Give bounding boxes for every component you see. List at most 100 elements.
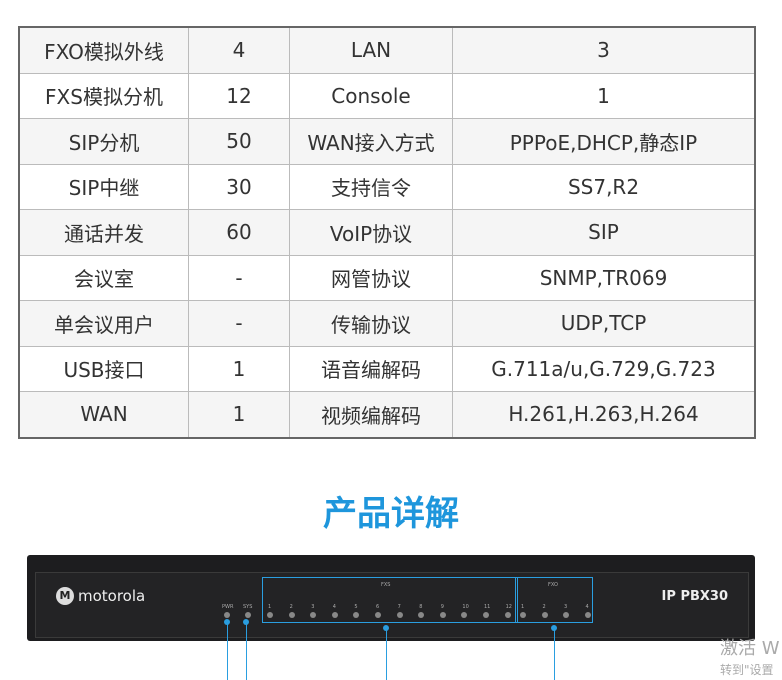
port-led	[418, 612, 425, 618]
table-cell: 1	[188, 391, 290, 438]
table-cell: 3	[452, 26, 756, 74]
table-cell: 1	[452, 72, 756, 119]
port-label: 11	[484, 604, 491, 610]
port-label: 9	[440, 604, 444, 610]
fxs-label: FXS	[381, 582, 391, 588]
port-led	[520, 612, 526, 618]
port-led	[504, 612, 511, 618]
port-led	[439, 612, 446, 618]
port-led	[461, 612, 468, 618]
watermark-line1: 激活 W	[720, 638, 780, 659]
table-row: FXO模拟外线 4 LAN 3	[18, 26, 756, 74]
port-led	[396, 612, 403, 618]
port-label: 3	[311, 604, 315, 610]
table-row: 通话并发 60 VoIP协议 SIP	[18, 209, 756, 256]
watermark-line2: 转到"设置	[720, 663, 774, 677]
port-label: 12	[505, 604, 512, 610]
port-label: 6	[376, 604, 380, 610]
table-cell: 传输协议	[289, 300, 453, 347]
table-cell: 单会议用户	[18, 300, 189, 347]
table-cell: LAN	[289, 26, 453, 74]
callout-dot	[224, 619, 230, 625]
port-label: 1	[268, 604, 272, 610]
port-label: 3	[564, 604, 568, 610]
sys-led	[245, 612, 251, 618]
port-label: 4	[332, 604, 336, 610]
table-cell: WAN	[18, 391, 189, 438]
sys-label: SYS	[243, 604, 253, 610]
pwr-label: PWR	[222, 604, 234, 610]
table-cell: G.711a/u,G.729,G.723	[452, 345, 756, 392]
port-label: 2	[289, 604, 293, 610]
table-cell: 视频编解码	[289, 391, 453, 438]
table-cell: Console	[289, 72, 453, 119]
brand-text: motorola	[78, 587, 146, 605]
table-cell: 12	[188, 72, 290, 119]
table-row: 单会议用户 - 传输协议 UDP,TCP	[18, 300, 756, 347]
model-label: IP PBX30	[661, 589, 728, 604]
table-row: SIP分机 50 WAN接入方式 PPPoE,DHCP,静态IP	[18, 118, 756, 165]
callout-line	[246, 622, 247, 680]
port-label: 8	[419, 604, 423, 610]
port-led	[331, 612, 338, 618]
section-title: 产品详解	[323, 494, 459, 534]
port-label: 5	[354, 604, 358, 610]
table-cell: 通话并发	[18, 209, 189, 256]
motorola-logo-icon: M	[56, 587, 74, 605]
fxo-label: FXO	[548, 582, 558, 588]
port-label: 4	[585, 604, 589, 610]
port-led	[483, 612, 489, 618]
callout-line	[554, 628, 555, 680]
callout-dot	[243, 619, 249, 625]
table-cell: 30	[188, 163, 290, 210]
port-label: 2	[542, 604, 546, 610]
port-led	[267, 612, 273, 618]
table-cell: FXO模拟外线	[18, 26, 189, 74]
table-cell: SIP分机	[18, 118, 189, 165]
table-cell: 会议室	[18, 254, 189, 301]
callout-line	[227, 622, 228, 680]
table-cell: SS7,R2	[452, 163, 756, 210]
fxs-box: FXS 1 2 3 4 5 6 7 8 9 10 11 12	[262, 577, 518, 623]
fxo-box: FXO 1 2 3 4	[515, 577, 593, 623]
table-cell: VoIP协议	[289, 209, 453, 256]
table-row: FXS模拟分机 12 Console 1	[18, 72, 756, 119]
callout-dot	[551, 625, 557, 631]
table-cell: H.261,H.263,H.264	[452, 391, 756, 438]
port-led	[310, 612, 317, 618]
port-label: 7	[397, 604, 401, 610]
pwr-led	[224, 612, 230, 618]
table-cell: 50	[188, 118, 290, 165]
port-led	[584, 612, 591, 618]
port-label: 1	[521, 604, 525, 610]
table-row: WAN 1 视频编解码 H.261,H.263,H.264	[18, 391, 756, 438]
table-row: SIP中继 30 支持信令 SS7,R2	[18, 163, 756, 210]
table-cell: 1	[188, 345, 290, 392]
table-cell: 60	[188, 209, 290, 256]
table-cell: 支持信令	[289, 163, 453, 210]
table-row: USB接口 1 语音编解码 G.711a/u,G.729,G.723	[18, 345, 756, 392]
port-led	[375, 612, 381, 618]
port-led	[541, 612, 548, 618]
callout-dot	[383, 625, 389, 631]
table-cell: SIP	[452, 209, 756, 256]
table-cell: SNMP,TR069	[452, 254, 756, 301]
table-cell: -	[188, 300, 290, 347]
table-cell: FXS模拟分机	[18, 72, 189, 119]
port-led	[353, 612, 360, 618]
table-cell: 语音编解码	[289, 345, 453, 392]
port-led	[563, 612, 569, 618]
port-label: 10	[462, 604, 469, 610]
table-cell: SIP中继	[18, 163, 189, 210]
table-cell: PPPoE,DHCP,静态IP	[452, 118, 756, 165]
table-cell: -	[188, 254, 290, 301]
table-cell: 4	[188, 26, 290, 74]
table-row: 会议室 - 网管协议 SNMP,TR069	[18, 254, 756, 301]
callout-line	[386, 628, 387, 680]
table-cell: USB接口	[18, 345, 189, 392]
table-cell: UDP,TCP	[452, 300, 756, 347]
table-cell: 网管协议	[289, 254, 453, 301]
